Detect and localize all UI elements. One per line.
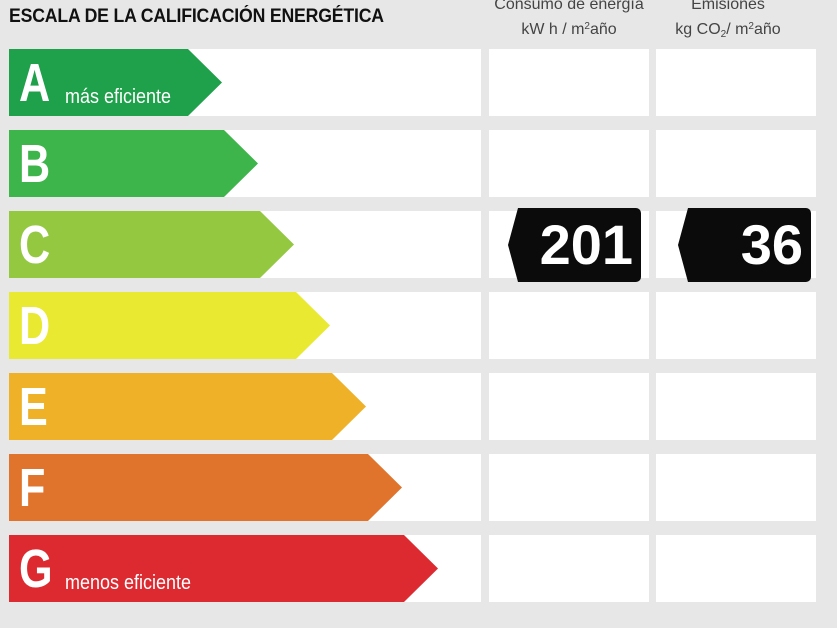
consumo-header-line1: Consumo de energía (494, 0, 644, 13)
emisiones-cell-g (656, 535, 816, 602)
consumo-value: 201 (539, 213, 633, 276)
class-c-letter: C (19, 214, 51, 275)
emisiones-cell-f (656, 454, 816, 521)
emisiones-value: 36 (740, 213, 803, 276)
emisiones-rating-tag: 36 (678, 208, 811, 282)
emisiones-cell-a (656, 49, 816, 116)
class-f-arrow: F (9, 454, 402, 521)
emisiones-cell-e (656, 373, 816, 440)
class-b-arrow: B (9, 130, 258, 197)
class-d-arrow: D (9, 292, 330, 359)
class-f-letter: F (19, 457, 46, 518)
class-a-letter: A (19, 52, 51, 113)
class-a-label: más eficiente (65, 86, 172, 108)
consumo-header-unit: kW h / m2año (521, 21, 617, 38)
consumo-cell-e (489, 373, 649, 440)
class-g-letter: G (19, 538, 53, 599)
class-b-letter: B (19, 133, 51, 194)
consumo-cell-a (489, 49, 649, 116)
consumo-rating-tag: 201 (508, 208, 641, 282)
class-d-letter: D (19, 295, 51, 356)
emisiones-column-header: Emisiones kg CO2/ m2año (643, 0, 813, 46)
emisiones-cell-d (656, 292, 816, 359)
class-e-letter: E (19, 376, 48, 437)
consumo-cell-g (489, 535, 649, 602)
class-e-arrow: E (9, 373, 366, 440)
consumo-cell-d (489, 292, 649, 359)
class-c-arrow: C (9, 211, 294, 278)
page-title: ESCALA DE LA CALIFICACIÓN ENERGÉTICA (9, 6, 384, 27)
class-g-label: menos eficiente (65, 572, 192, 594)
emisiones-header-unit: kg CO2/ m2año (675, 21, 781, 40)
consumo-cell-b (489, 130, 649, 197)
emisiones-header-line1: Emisiones (691, 0, 765, 13)
emisiones-cell-b (656, 130, 816, 197)
consumo-cell-f (489, 454, 649, 521)
consumo-column-header: Consumo de energía kW h / m2año (484, 0, 654, 41)
